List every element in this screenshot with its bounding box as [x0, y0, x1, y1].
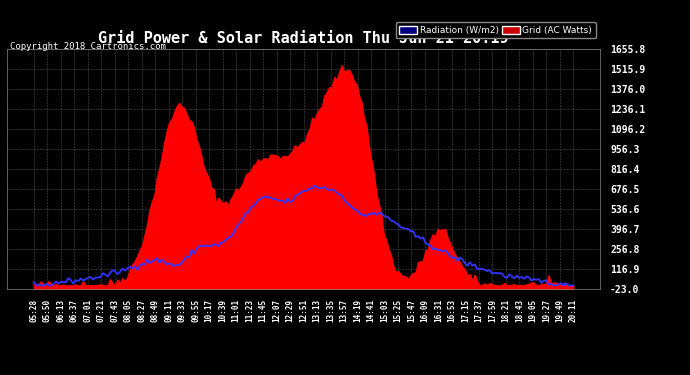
Title: Grid Power & Solar Radiation Thu Jun 21 20:19: Grid Power & Solar Radiation Thu Jun 21 … [98, 31, 509, 46]
Text: Copyright 2018 Cartronics.com: Copyright 2018 Cartronics.com [10, 42, 166, 51]
Legend: Radiation (W/m2), Grid (AC Watts): Radiation (W/m2), Grid (AC Watts) [395, 22, 595, 38]
